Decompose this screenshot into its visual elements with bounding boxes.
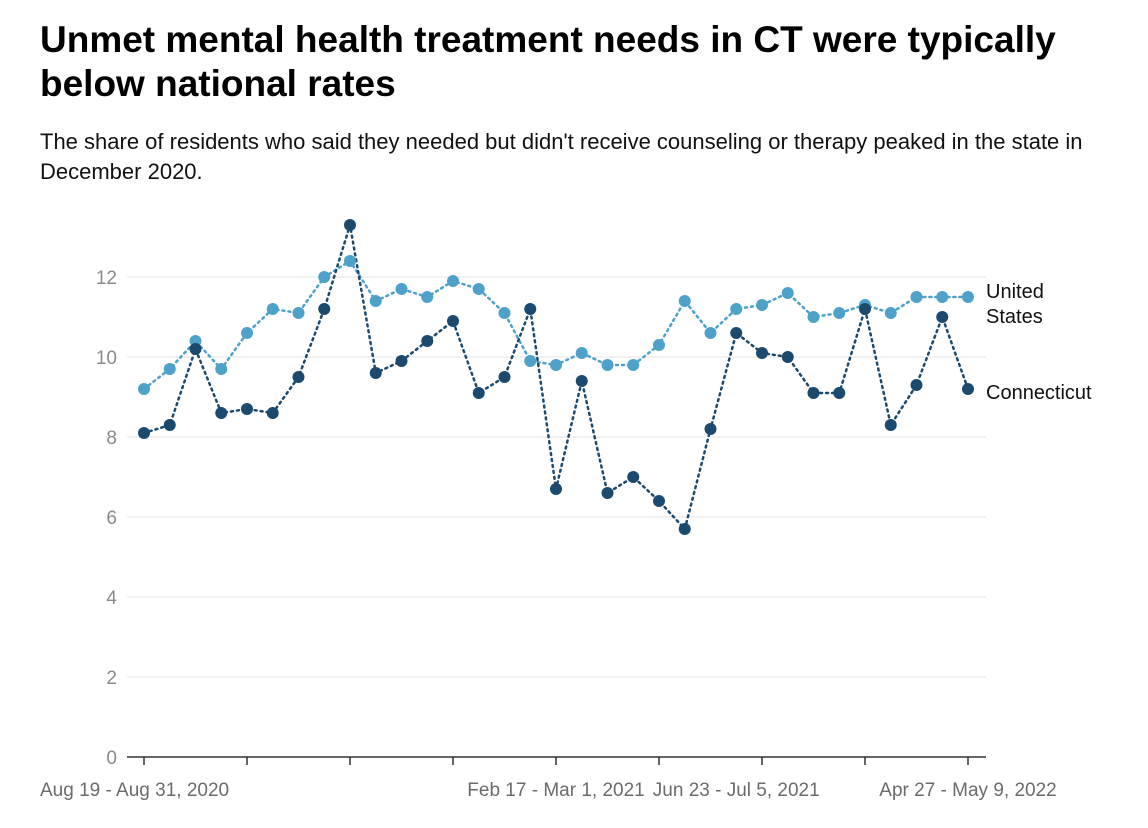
y-tick-label: 2 [106,668,117,689]
data-point-united-states [163,363,176,375]
data-point-connecticut [807,387,820,399]
data-point-united-states [421,291,434,303]
data-point-connecticut [859,303,871,315]
data-point-united-states [395,283,408,295]
chart-subtitle: The share of residents who said they nee… [40,129,1083,184]
data-point-connecticut [704,423,717,435]
y-tick-label: 8 [106,428,117,449]
data-point-united-states [344,255,356,267]
data-point-connecticut [678,523,691,535]
data-point-connecticut [292,371,305,383]
data-point-connecticut [936,311,949,323]
data-point-united-states [678,295,691,307]
data-point-united-states [472,283,485,295]
data-point-united-states [292,307,305,319]
data-point-united-states [627,359,640,371]
data-point-connecticut [910,379,923,391]
data-point-united-states [807,311,820,323]
x-tick-label: Apr 27 - May 9, 2022 [879,780,1056,801]
data-point-united-states [884,307,897,319]
data-point-connecticut [266,407,279,419]
data-point-connecticut [138,427,150,439]
data-point-united-states [266,303,279,315]
data-point-connecticut [550,483,562,495]
x-tick-label: Jun 23 - Jul 5, 2021 [653,780,820,801]
data-point-united-states [138,383,150,395]
data-point-united-states [730,303,743,315]
series-layer [138,219,974,535]
data-point-united-states [781,287,794,299]
data-point-united-states [962,291,974,303]
series-labels: United States Connecticut [986,281,1092,404]
data-point-connecticut [163,419,176,431]
data-point-united-states [601,359,614,371]
data-point-united-states [653,339,665,351]
data-point-united-states [241,327,253,339]
x-tick-label: Aug 19 - Aug 31, 2020 [40,780,229,801]
y-tick-label: 10 [96,348,117,369]
data-point-united-states [704,327,717,339]
data-point-united-states [369,295,382,307]
data-point-connecticut [884,419,897,431]
data-point-united-states [215,363,228,375]
data-point-connecticut [241,403,253,415]
data-point-connecticut [627,471,640,483]
data-point-connecticut [447,315,459,327]
chart-title: Unmet mental health treatment needs in C… [40,19,1056,104]
x-tick-label: Feb 17 - Mar 1, 2021 [467,780,644,801]
y-tick-label: 12 [96,268,117,289]
series-label-connecticut: Connecticut [986,382,1092,404]
data-point-connecticut [730,327,743,339]
data-point-connecticut [421,335,434,347]
data-point-connecticut [395,355,408,367]
data-point-united-states [447,275,459,287]
data-point-connecticut [215,407,228,419]
data-point-connecticut [833,387,846,399]
data-point-connecticut [498,371,511,383]
data-point-united-states [498,307,511,319]
data-point-united-states [756,299,768,311]
data-point-united-states [318,271,331,283]
y-tick-label: 4 [106,588,117,609]
data-point-connecticut [318,303,331,315]
data-point-connecticut [472,387,485,399]
data-point-connecticut [189,343,202,355]
data-point-united-states [910,291,923,303]
data-point-connecticut [524,303,537,315]
data-point-connecticut [575,375,588,387]
series-label-united-states: United States [986,281,1044,328]
data-point-united-states [524,355,537,367]
data-point-connecticut [962,383,974,395]
data-point-united-states [936,291,949,303]
data-point-connecticut [601,487,614,499]
data-point-united-states [575,347,588,359]
data-point-connecticut [653,495,665,507]
data-point-connecticut [756,347,768,359]
data-point-connecticut [781,351,794,363]
y-tick-label: 0 [106,748,117,769]
data-point-united-states [833,307,846,319]
gridlines: 0 2 4 6 8 10 12 [96,268,986,769]
x-axis: Aug 19 - Aug 31, 2020 Feb 17 - Mar 1, 202… [40,756,1057,801]
y-tick-label: 6 [106,508,117,529]
data-point-united-states [550,359,562,371]
data-point-connecticut [369,367,382,379]
data-point-connecticut [344,219,356,231]
